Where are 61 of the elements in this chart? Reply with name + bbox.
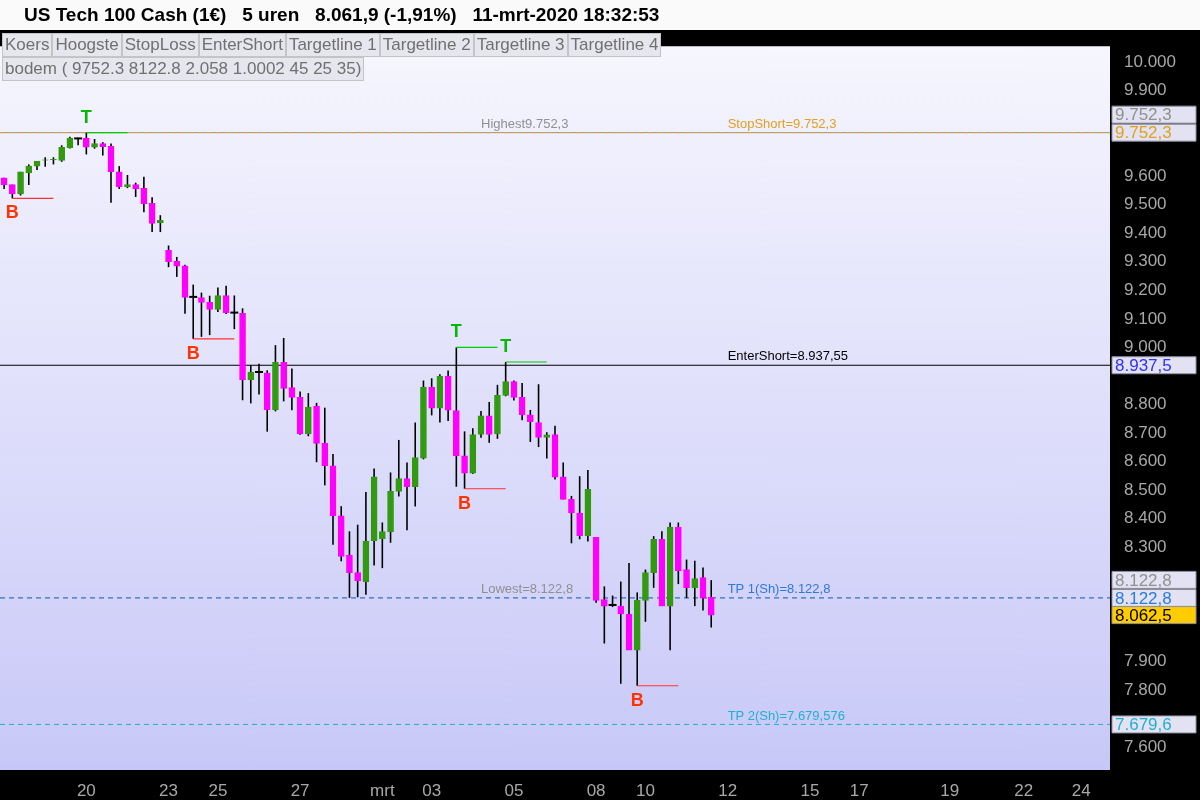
y-tick-label: 9.200 [1124,280,1167,300]
ref-line-label: TP 1(Sh)=8.122,8 [727,580,831,596]
y-tick-label: 8.122,8 [1115,588,1172,608]
y-tick-label: 8.400 [1124,508,1167,528]
x-tick-label: 22 [1014,780,1034,800]
y-tick-label: 8.937,5 [1115,355,1172,375]
y-tick-label: 9.300 [1124,251,1167,271]
y-tick-label: 8.062,5 [1115,605,1172,625]
text: T [500,335,512,356]
y-tick-label: 9.600 [1124,165,1167,185]
ref-line-label: TP 2(Sh)=7.679,576 [727,707,845,723]
y-tick-label: 9.000 [1124,337,1167,357]
x-tick-label: 23 [159,780,179,800]
ref-line-label: Highest9.752,3 [481,115,569,131]
x-tick-label: 27 [290,780,310,800]
x-tick-label: 10 [635,780,655,800]
annotation: Targetline 4 [567,33,662,57]
text: B [458,492,472,513]
x-tick-label: 20 [76,780,96,800]
y-tick-label: 9.752,3 [1115,123,1172,143]
annotation: StopLoss [121,33,199,57]
x-tick-label: 15 [800,780,820,800]
y-tick-label: 9.900 [1124,80,1167,100]
annotation: Targetline 2 [379,33,474,57]
ref-line-label: EnterShort=8.937,55 [727,348,849,364]
x-tick-label: 25 [208,780,228,800]
annotation: Hoogste [52,33,122,57]
y-tick-label: 8.800 [1124,394,1167,414]
text: B [186,342,200,363]
y-tick-label: 10.000 [1124,51,1176,71]
x-tick-label: 08 [586,780,606,800]
x-tick-label: 17 [849,780,869,800]
annotation: EnterShort [198,33,286,57]
annotation: Targetline 3 [473,33,568,57]
y-tick-label: 7.900 [1124,651,1167,671]
y-tick-label: 8.700 [1124,422,1167,442]
y-tick-label: 7.679,6 [1115,715,1172,735]
annotation: Targetline 1 [285,33,380,57]
annotation: bodem ( 9752.3 8122.8 2.058 1.0002 45 25 35) [2,57,365,81]
x-tick-label: 03 [422,780,442,800]
text: B [630,689,644,710]
x-tick-label: 24 [1071,780,1091,800]
ref-line-label: StopShort=9.752,3 [727,115,837,131]
y-tick-label: 9.400 [1124,222,1167,242]
y-tick-label: 9.100 [1124,308,1167,328]
text: T [450,321,462,342]
chart-title: US Tech 100 Cash (1€) 5 uren 8.061,9 (-1,91%) 11-mrt-2020 18:32:53 [0,0,1200,30]
y-tick-label: 8.300 [1124,536,1167,556]
x-tick-label: 05 [504,780,524,800]
ref-line-label: Lowest=8.122,8 [481,580,574,596]
y-tick-label: 8.500 [1124,479,1167,499]
x-tick-label: 12 [718,780,738,800]
y-tick-label: 9.500 [1124,194,1167,214]
x-tick-label: mrt [370,780,395,800]
text: T [80,106,92,127]
text: B [5,202,19,223]
y-tick-label: 7.800 [1124,679,1167,699]
x-tick-label: 19 [940,780,960,800]
y-tick-label: 8.600 [1124,451,1167,471]
annotation: Koers [2,33,53,57]
y-tick-label: 7.600 [1124,736,1167,756]
